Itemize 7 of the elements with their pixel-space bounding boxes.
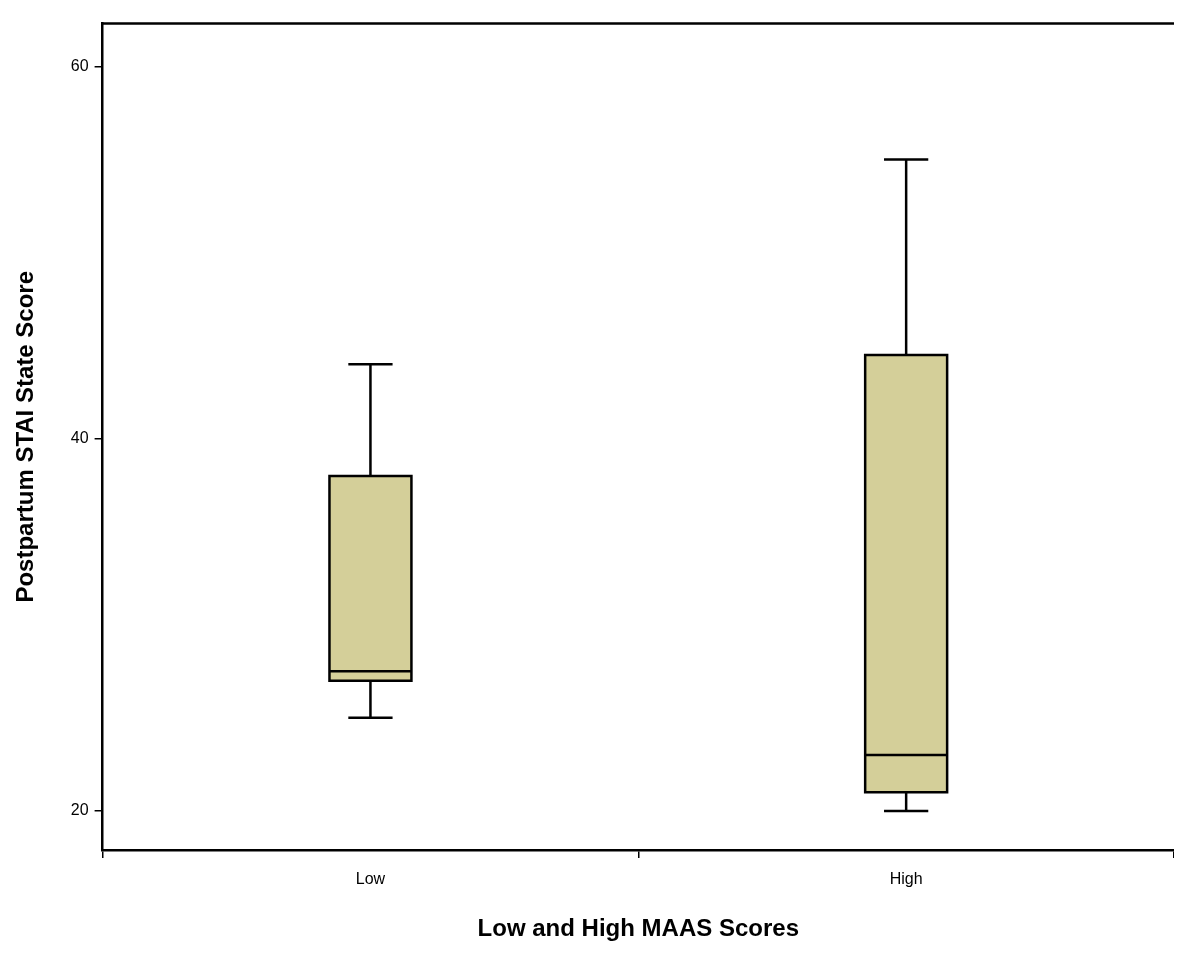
x-tick-label: High: [889, 870, 923, 888]
y-tick-label: 40: [70, 429, 89, 447]
y-tick-label: 60: [70, 56, 89, 74]
x-tick-label: Low: [355, 870, 386, 888]
x-axis-title: Low and High MAAS Scores: [477, 914, 799, 942]
y-axis-title: Postpartum STAI State Score: [11, 270, 39, 603]
y-tick-label: 20: [70, 801, 89, 819]
